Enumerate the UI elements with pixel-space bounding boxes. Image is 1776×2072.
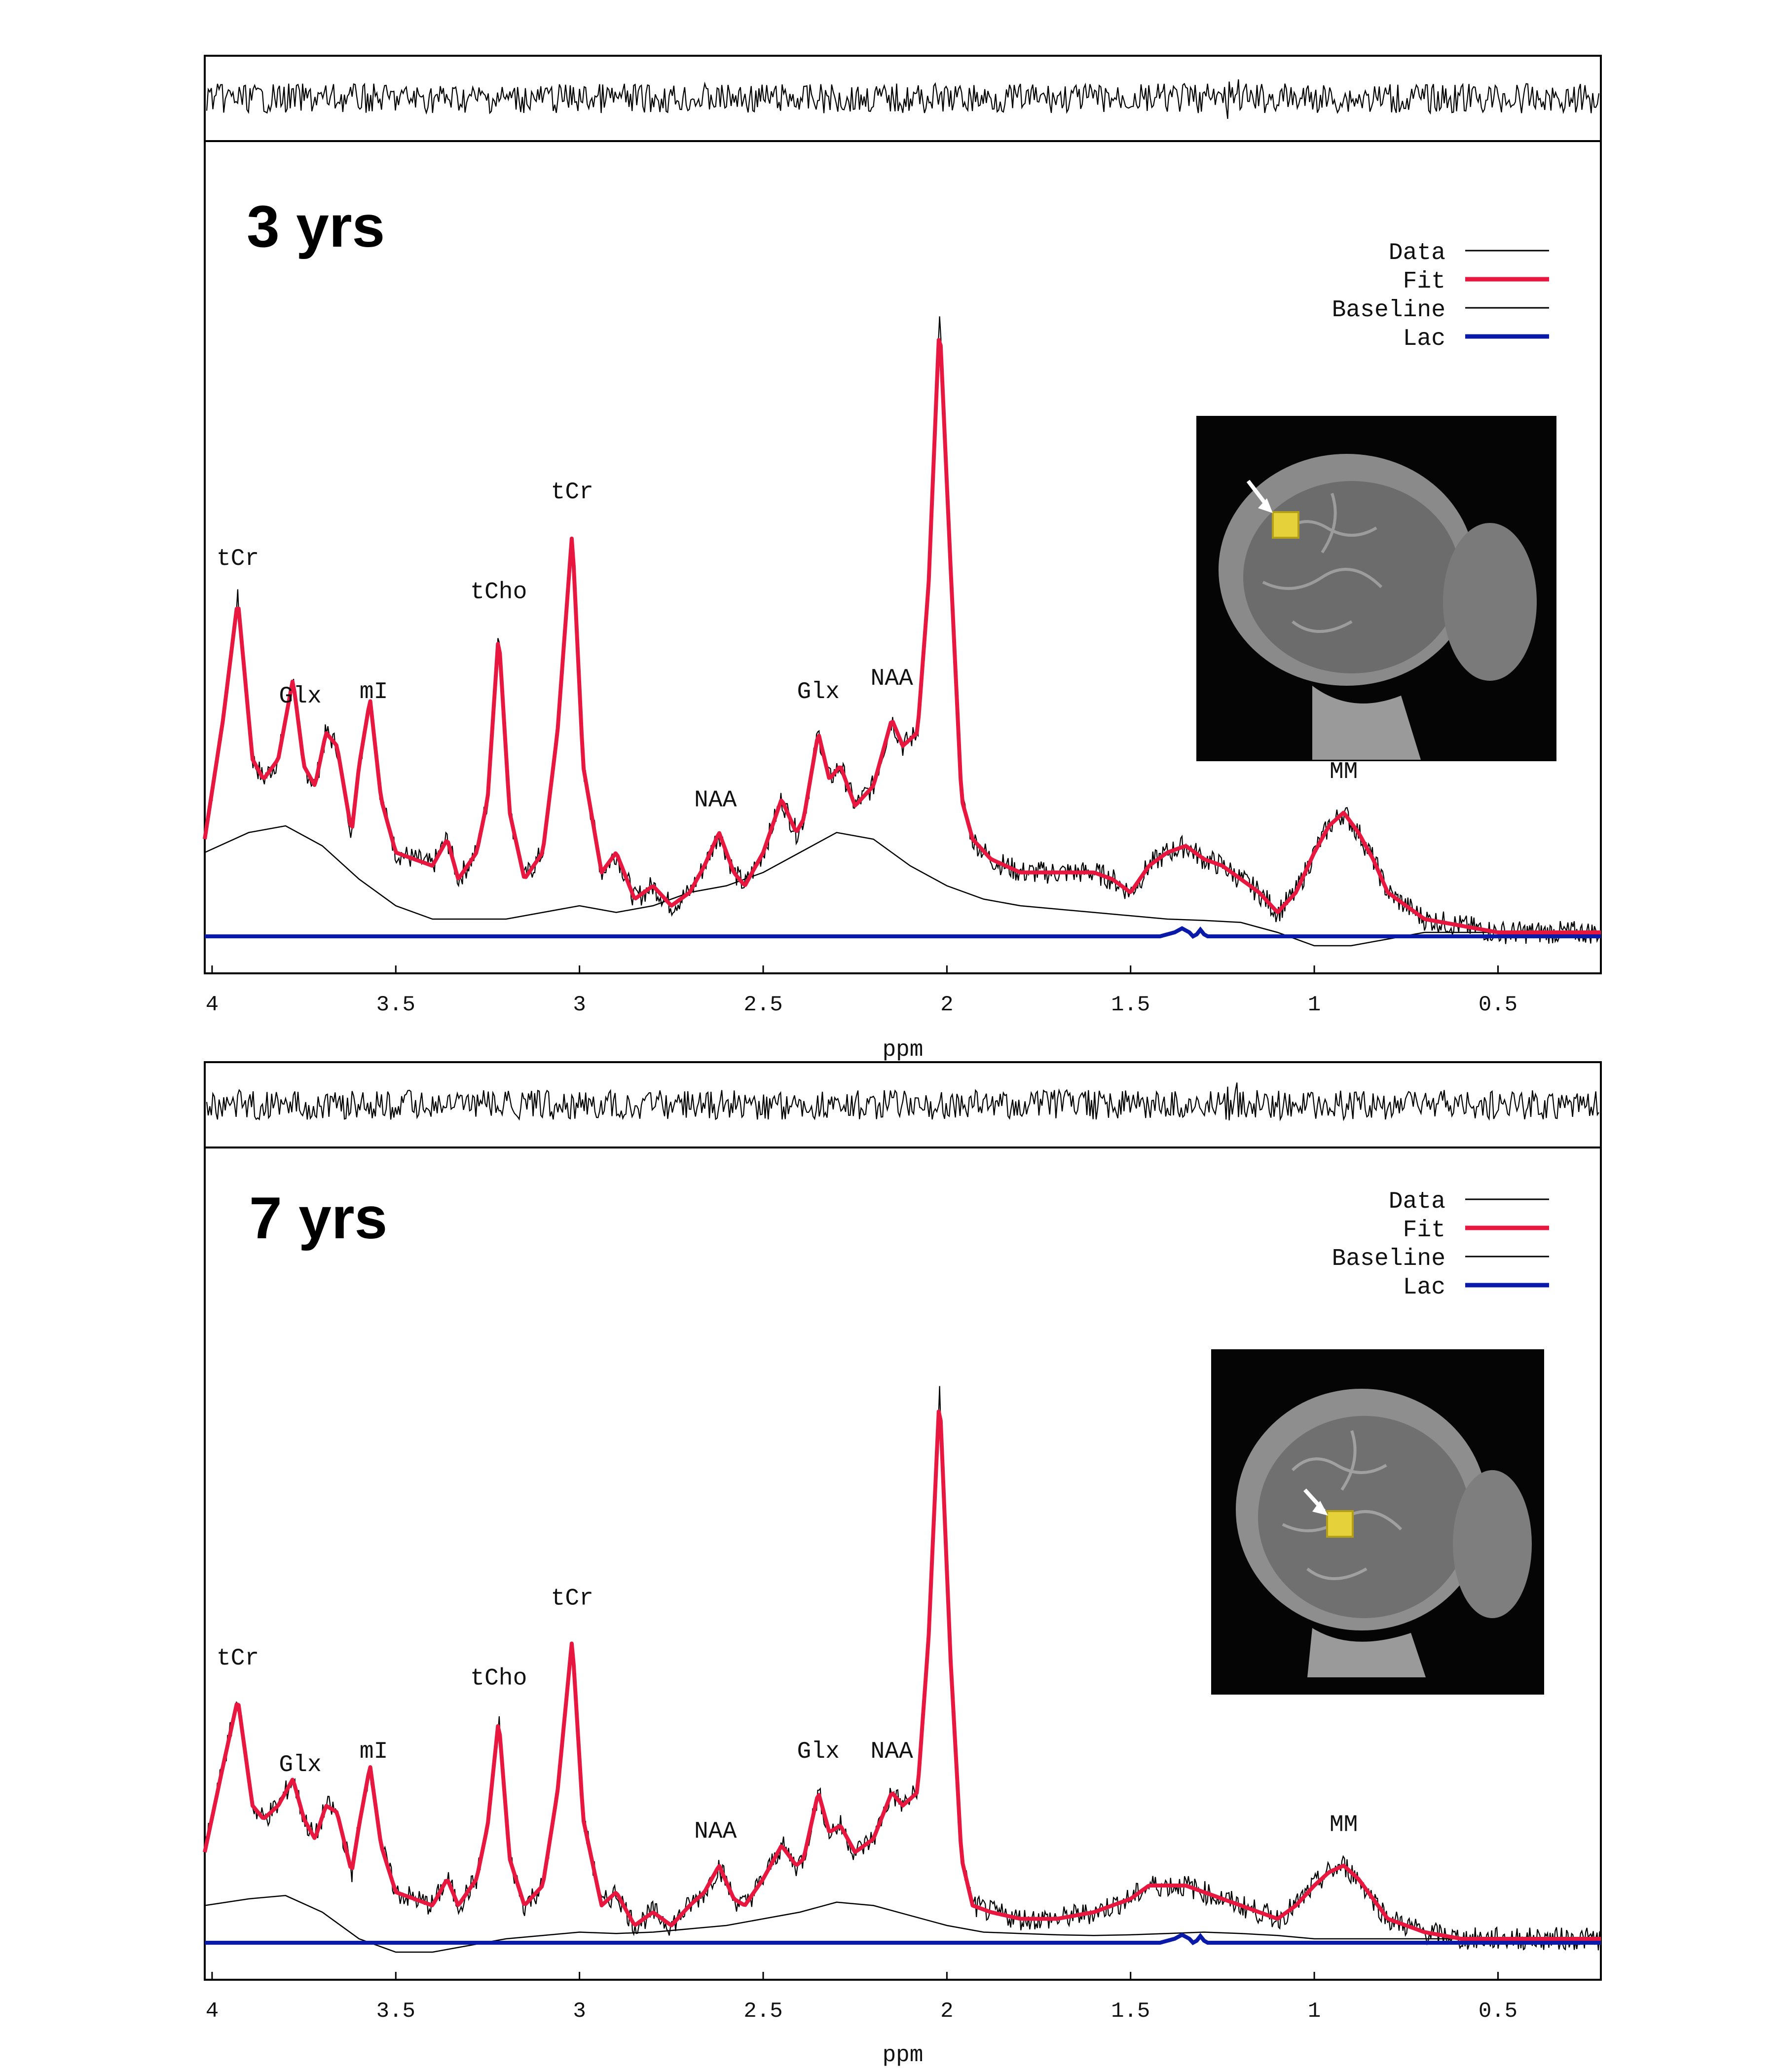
peak-label-mm: MM [1330,759,1358,785]
peak-label-mm: MM [1330,1812,1358,1839]
mri-inset-7yrs [1211,1349,1544,1695]
face-profile [1443,523,1537,681]
x-tick-label: 1 [1308,1999,1321,2024]
voxel-arrow-head [1312,1501,1328,1516]
peak-label-tcr: tCr [217,1645,259,1672]
legend-label-baseline: Baseline [1332,297,1445,324]
x-tick-label: 1 [1308,993,1321,1017]
peak-labels-3yrs: tCr Glx mI tCho tCr NAA Glx NAA MM [217,479,1358,814]
x-tick-label: 2.5 [743,993,782,1017]
mri-inset-3yrs [1196,416,1556,761]
x-tick-label: 2 [940,1999,953,2024]
peak-label-tcho: tCho [470,1665,527,1692]
residual-trace-3yrs [206,79,1600,119]
lac-line [205,926,1601,939]
legend-label-fit: Fit [1403,1217,1445,1244]
x-tick-label: 3.5 [376,1999,415,2024]
peak-label-mi: mI [360,1739,388,1765]
residual-trace-7yrs [206,1082,1599,1122]
peak-label-tcr: tCr [551,479,593,506]
x-tick-label: 3 [573,1999,586,2024]
x-tick-label: 1.5 [1111,993,1150,1017]
x-tick-label: 4 [206,1999,219,2024]
x-tick-label: 1.5 [1111,1999,1150,2024]
series-group-7yrs [203,1386,1601,1953]
peak-label-naa: NAA [694,1818,737,1845]
legend-label-baseline: Baseline [1332,1246,1445,1272]
brain-shape [1258,1416,1470,1618]
x-tick-label: 3.5 [376,993,415,1017]
legend-label-fit: Fit [1403,268,1445,295]
peak-label-tcho: tCho [470,579,527,606]
peak-label-naa: NAA [694,787,737,814]
brain-folds [1262,493,1383,633]
brain-shape [1243,481,1460,673]
peak-label-glx: Glx [797,679,839,705]
x-tick-label: 4 [206,993,219,1017]
legend-label-lac: Lac [1403,1274,1445,1301]
face-profile [1453,1470,1532,1618]
series-group-3yrs [203,316,1602,947]
fit-line [203,338,1601,934]
x-tick-label: 0.5 [1479,993,1517,1017]
x-tick-label: 0.5 [1479,1999,1517,2024]
peak-label-glx: Glx [279,683,321,710]
baseline-line [204,1895,1601,1953]
peak-labels-7yrs: tCr Glx mI tCho tCr NAA Glx NAA MM [217,1586,1358,1846]
age-label-3yrs: 3 yrs [247,193,385,259]
peak-label-glx: Glx [279,1752,321,1778]
peak-label-tcr: tCr [217,546,259,572]
peak-label-mi: mI [360,679,388,705]
x-ticks-7yrs: 4 3.5 3 2.5 2 1.5 1 0.5 [206,1972,1517,2024]
peak-label-naa: NAA [870,1739,913,1765]
peak-label-glx: Glx [797,1739,839,1765]
legend-3yrs: Data Fit Baseline Lac [1332,240,1549,352]
neck-shape [1312,686,1421,760]
peak-label-naa: NAA [870,666,913,692]
neck-shape [1307,1628,1426,1677]
x-tick-label: 2.5 [743,1999,782,2024]
voxel-cube [1272,511,1299,539]
x-tick-label: 3 [573,993,586,1017]
age-label-7yrs: 7 yrs [249,1185,387,1251]
x-axis-label-7yrs: ppm [883,2042,924,2068]
x-tick-label: 2 [940,993,953,1017]
fit-line [203,1409,1601,1941]
legend-7yrs: Data Fit Baseline Lac [1332,1188,1549,1301]
voxel-cube [1326,1510,1354,1538]
lac-line [205,1932,1601,1946]
legend-label-data: Data [1389,240,1445,266]
baseline-line [204,825,1601,947]
legend-label-data: Data [1389,1188,1445,1215]
voxel-arrow-head [1258,498,1273,513]
peak-label-tcr: tCr [551,1586,593,1612]
x-axis-label-3yrs: ppm [883,1037,924,1063]
legend-label-lac: Lac [1403,326,1445,352]
x-ticks-3yrs: 4 3.5 3 2.5 2 1.5 1 0.5 [206,965,1517,1017]
